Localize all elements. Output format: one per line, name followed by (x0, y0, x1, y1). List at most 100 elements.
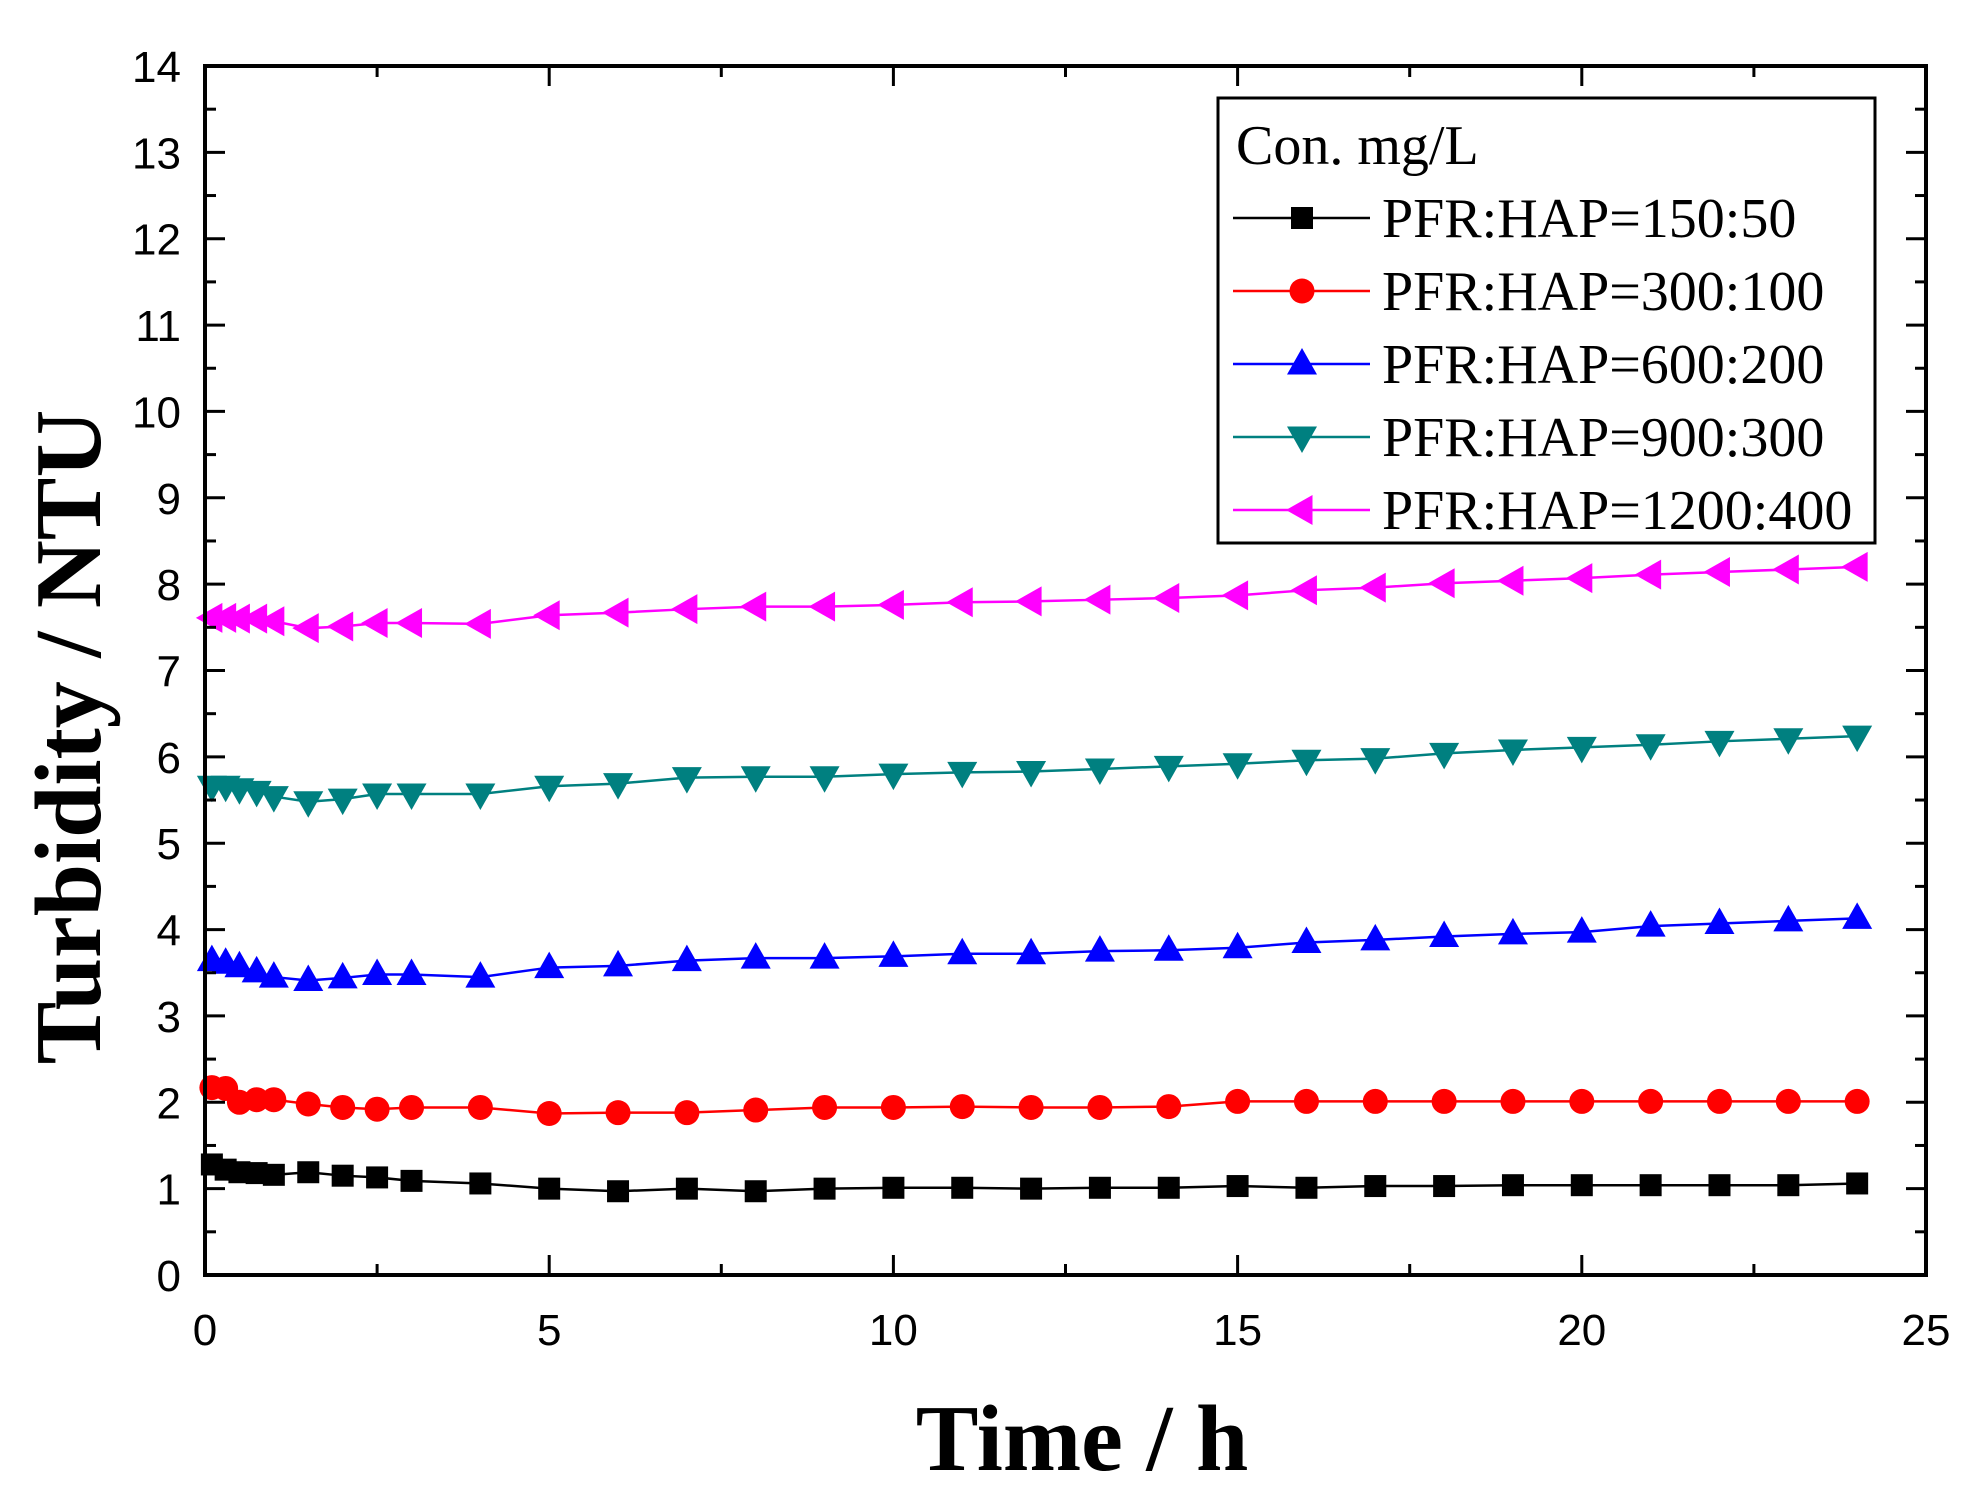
data-point (1291, 749, 1322, 777)
data-point (293, 791, 324, 818)
data-point (1226, 1175, 1249, 1198)
data-point (946, 587, 973, 618)
data-point (740, 766, 771, 793)
data-point (1500, 1088, 1526, 1114)
data-point (1290, 575, 1317, 606)
data-point (607, 1180, 630, 1203)
data-point (1364, 1175, 1387, 1198)
data-point (1295, 1176, 1318, 1199)
y-tick-label: 3 (157, 993, 181, 1042)
y-axis-title: Turbidity / NTU (17, 410, 121, 1065)
data-point (1703, 557, 1730, 588)
data-point (1569, 1088, 1595, 1114)
data-point (1566, 916, 1597, 943)
series-layer (195, 551, 1873, 1203)
data-point (1706, 1088, 1732, 1114)
data-point (258, 961, 289, 988)
data-point (809, 942, 840, 969)
x-tick-label: 15 (1213, 1306, 1262, 1355)
data-point (1225, 1088, 1251, 1114)
data-point (1359, 572, 1386, 603)
data-point (1221, 580, 1249, 611)
data-point (949, 1094, 975, 1120)
x-tick-label: 10 (869, 1306, 918, 1355)
data-point (671, 767, 702, 794)
data-point (1570, 1174, 1593, 1197)
data-point (1501, 1174, 1524, 1197)
data-point (603, 773, 634, 800)
x-tick-label: 5 (537, 1306, 561, 1355)
data-point (947, 761, 978, 789)
y-tick-label: 4 (157, 907, 181, 956)
data-point (1222, 753, 1253, 780)
legend-label-1: PFR:HAP=150:50 (1382, 188, 1796, 250)
data-point (1496, 565, 1524, 596)
data-point (293, 964, 324, 992)
legend-label-3: PFR:HAP=600:200 (1382, 334, 1824, 396)
data-point (1773, 904, 1804, 932)
data-point (1020, 1177, 1043, 1200)
data-point (295, 1091, 321, 1117)
data-point (602, 597, 629, 628)
data-point (396, 783, 427, 810)
data-point (1842, 902, 1873, 929)
data-point (878, 940, 909, 967)
data-point (245, 1162, 268, 1185)
data-point (469, 1172, 492, 1195)
data-point (1153, 755, 1184, 783)
data-point (396, 958, 427, 985)
data-point (1083, 584, 1111, 615)
data-point (240, 603, 268, 634)
data-point (241, 955, 272, 983)
data-point (1084, 758, 1115, 785)
data-point (465, 783, 496, 810)
data-point (399, 1094, 425, 1120)
data-point (605, 1100, 631, 1126)
data-point (951, 1176, 974, 1199)
data-point (1429, 742, 1460, 770)
legend-marker-4 (1287, 426, 1317, 453)
legend-marker-2 (1289, 278, 1315, 304)
data-point (400, 1169, 423, 1192)
data-point (326, 611, 354, 642)
data-point (395, 608, 423, 639)
data-point (674, 1100, 700, 1126)
legend-label-2: PFR:HAP=300:100 (1382, 261, 1824, 323)
x-tick-label: 20 (1557, 1306, 1606, 1355)
data-point (1704, 907, 1735, 935)
data-point (1153, 934, 1184, 961)
data-point (671, 944, 702, 972)
data-point (1360, 748, 1391, 775)
data-point (1635, 910, 1666, 937)
data-point (195, 602, 223, 633)
data-point (882, 1176, 905, 1199)
legend: Con. mg/L PFR:HAP=150:50 PFR:HAP=300:100 PF… (1216, 96, 1877, 545)
data-point (1846, 1172, 1869, 1195)
y-tick-label: 9 (157, 475, 181, 524)
data-point (947, 937, 978, 965)
data-point (1428, 568, 1455, 599)
data-point (362, 958, 393, 985)
x-tick-label: 0 (193, 1306, 217, 1355)
data-point (1222, 931, 1253, 959)
data-point (1638, 1088, 1664, 1114)
legend-box (1216, 96, 1877, 545)
data-point (1773, 728, 1804, 755)
data-point (1708, 1174, 1731, 1197)
data-point (1635, 734, 1666, 761)
data-point (364, 1096, 390, 1122)
data-point (327, 788, 358, 816)
data-point (1565, 563, 1593, 594)
data-point (1015, 586, 1042, 617)
data-point (297, 1161, 320, 1184)
y-tick-label: 14 (132, 43, 181, 92)
data-point (1433, 1175, 1456, 1198)
data-point (1016, 761, 1047, 788)
data-point (739, 591, 767, 622)
data-point (1497, 739, 1528, 766)
data-point (223, 603, 250, 634)
y-tick-label: 13 (132, 129, 181, 178)
data-point (467, 1094, 493, 1120)
data-point (1634, 559, 1662, 590)
